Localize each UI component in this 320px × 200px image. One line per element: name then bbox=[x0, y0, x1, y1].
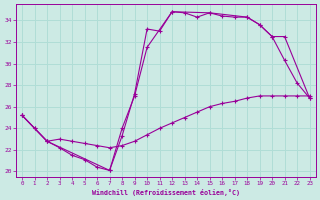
X-axis label: Windchill (Refroidissement éolien,°C): Windchill (Refroidissement éolien,°C) bbox=[92, 189, 240, 196]
